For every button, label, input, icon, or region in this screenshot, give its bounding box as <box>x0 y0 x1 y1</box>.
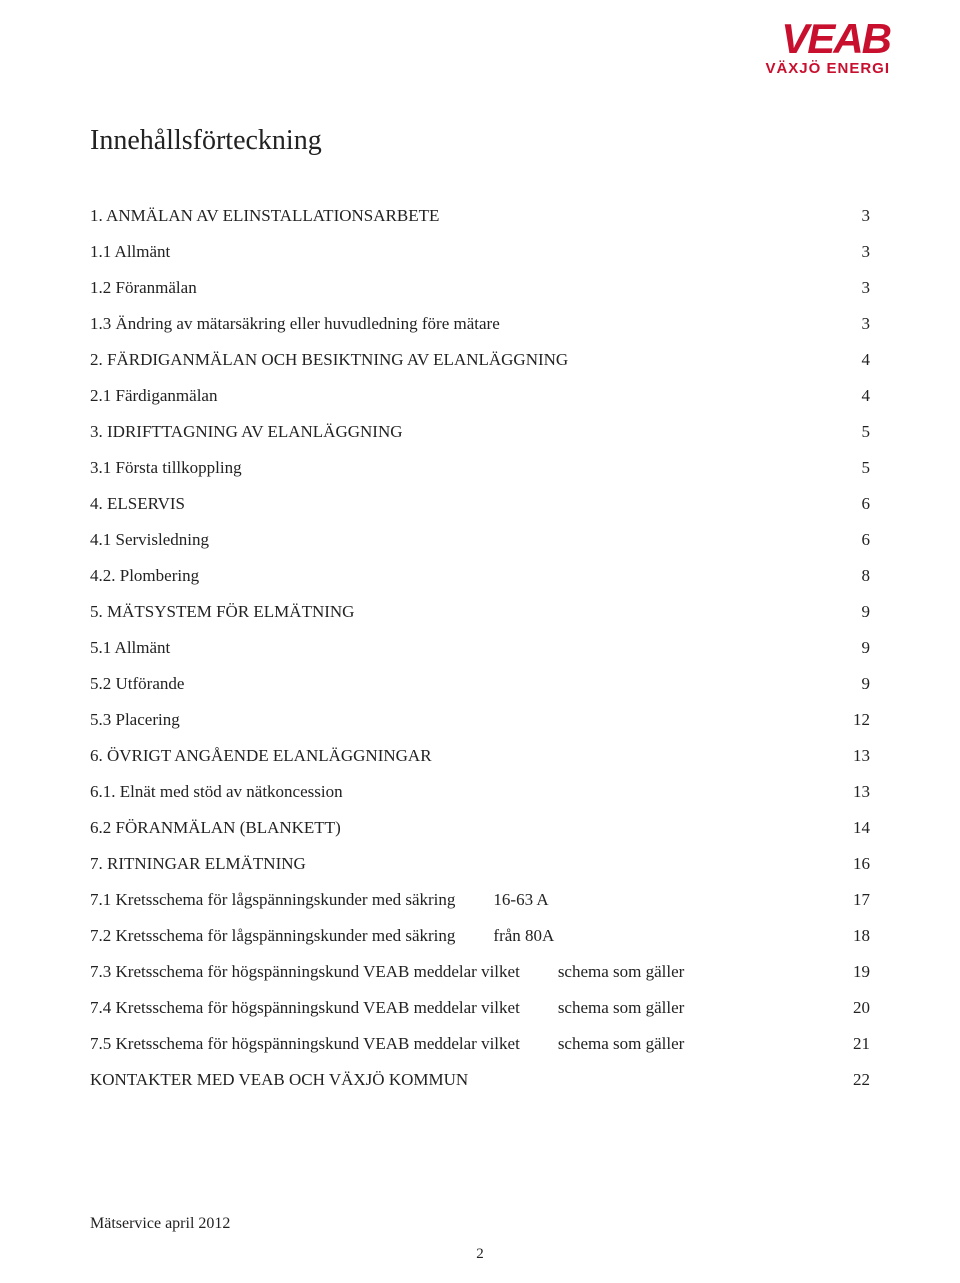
toc-page-number: 3 <box>842 243 870 260</box>
toc-page-number: 17 <box>842 891 870 908</box>
toc-row: 2. FÄRDIGANMÄLAN OCH BESIKTNING AV ELANL… <box>90 351 870 368</box>
toc-row: 5. MÄTSYSTEM FÖR ELMÄTNING 9 <box>90 603 870 620</box>
toc-page-number: 4 <box>842 351 870 368</box>
brand-logo: VEAB VÄXJÖ ENERGI <box>765 20 890 77</box>
toc-page-number: 13 <box>842 747 870 764</box>
toc-label: 3. IDRIFTTAGNING AV ELANLÄGGNING <box>90 423 403 440</box>
toc-label: 6.2 FÖRANMÄLAN (BLANKETT) <box>90 819 341 836</box>
toc-page-number: 5 <box>842 459 870 476</box>
toc-row: 2.1 Färdiganmälan 4 <box>90 387 870 404</box>
toc-row: 4.2. Plombering 8 <box>90 567 870 584</box>
toc-row: 7.5 Kretsschema för högspänningskund VEA… <box>90 1035 870 1052</box>
toc-label: 3.1 Första tillkoppling <box>90 459 242 476</box>
toc-label: 5.3 Placering <box>90 711 180 728</box>
toc-row: 3.1 Första tillkoppling 5 <box>90 459 870 476</box>
toc-middle: från 80A <box>485 927 554 944</box>
toc-label: 7. RITNINGAR ELMÄTNING <box>90 855 306 872</box>
toc-page-number: 21 <box>842 1035 870 1052</box>
toc-label: 4. ELSERVIS <box>90 495 185 512</box>
page-title: Innehållsförteckning <box>90 125 870 157</box>
toc-label: 7.3 Kretsschema för högspänningskund VEA… <box>90 963 520 980</box>
toc-row: 1.3 Ändring av mätarsäkring eller huvudl… <box>90 315 870 332</box>
toc-page-number: 14 <box>842 819 870 836</box>
toc-row: 7.1 Kretsschema för lågspänningskunder m… <box>90 891 870 908</box>
toc-row: 7.3 Kretsschema för högspänningskund VEA… <box>90 963 870 980</box>
table-of-contents: 1. ANMÄLAN AV ELINSTALLATIONSARBETE31.1 … <box>90 207 870 1088</box>
toc-row: 1.2 Föranmälan 3 <box>90 279 870 296</box>
toc-label: 2. FÄRDIGANMÄLAN OCH BESIKTNING AV ELANL… <box>90 351 568 368</box>
toc-row: 4. ELSERVIS 6 <box>90 495 870 512</box>
toc-page-number: 22 <box>842 1071 870 1088</box>
toc-middle: schema som gäller <box>550 1035 685 1052</box>
toc-page-number: 4 <box>842 387 870 404</box>
toc-label: 5.2 Utförande <box>90 675 184 692</box>
toc-page-number: 13 <box>842 783 870 800</box>
toc-page-number: 8 <box>842 567 870 584</box>
toc-label: 2.1 Färdiganmälan <box>90 387 217 404</box>
toc-label: 1.3 Ändring av mätarsäkring eller huvudl… <box>90 315 500 332</box>
toc-page-number: 19 <box>842 963 870 980</box>
toc-label: 1. ANMÄLAN AV ELINSTALLATIONSARBETE <box>90 207 439 224</box>
logo-main-text: VEAB <box>765 20 890 58</box>
toc-row: 4.1 Servisledning 6 <box>90 531 870 548</box>
toc-page-number: 16 <box>842 855 870 872</box>
toc-page-number: 20 <box>842 999 870 1016</box>
toc-label: 7.4 Kretsschema för högspänningskund VEA… <box>90 999 520 1016</box>
toc-page-number: 3 <box>842 279 870 296</box>
toc-label: 4.2. Plombering <box>90 567 199 584</box>
toc-label: 7.2 Kretsschema för lågspänningskunder m… <box>90 927 455 944</box>
toc-row: 6.1. Elnät med stöd av nätkoncession 13 <box>90 783 870 800</box>
toc-row: 7.2 Kretsschema för lågspänningskunder m… <box>90 927 870 944</box>
toc-row: KONTAKTER MED VEAB OCH VÄXJÖ KOMMUN 22 <box>90 1071 870 1088</box>
toc-label: KONTAKTER MED VEAB OCH VÄXJÖ KOMMUN <box>90 1071 468 1088</box>
toc-row: 5.3 Placering 12 <box>90 711 870 728</box>
toc-label: 1.1 Allmänt <box>90 243 170 260</box>
toc-row: 5.2 Utförande 9 <box>90 675 870 692</box>
toc-page-number: 12 <box>842 711 870 728</box>
toc-middle: 16-63 A <box>485 891 548 908</box>
logo-sub-text: VÄXJÖ ENERGI <box>765 60 890 77</box>
toc-row: 6.2 FÖRANMÄLAN (BLANKETT) 14 <box>90 819 870 836</box>
toc-row: 1. ANMÄLAN AV ELINSTALLATIONSARBETE 3 <box>90 207 870 224</box>
toc-page-number: 9 <box>842 675 870 692</box>
toc-row: 3. IDRIFTTAGNING AV ELANLÄGGNING 5 <box>90 423 870 440</box>
toc-label: 1.2 Föranmälan <box>90 279 197 296</box>
toc-label: 6.1. Elnät med stöd av nätkoncession <box>90 783 343 800</box>
toc-page-number: 9 <box>842 639 870 656</box>
toc-label: 7.5 Kretsschema för högspänningskund VEA… <box>90 1035 520 1052</box>
toc-row: 6. ÖVRIGT ANGÅENDE ELANLÄGGNINGAR 13 <box>90 747 870 764</box>
toc-page-number: 3 <box>842 315 870 332</box>
toc-label: 4.1 Servisledning <box>90 531 209 548</box>
toc-row: 1.1 Allmänt 3 <box>90 243 870 260</box>
toc-middle: schema som gäller <box>550 963 685 980</box>
toc-row: 7. RITNINGAR ELMÄTNING 16 <box>90 855 870 872</box>
toc-page-number: 5 <box>842 423 870 440</box>
toc-label: 5.1 Allmänt <box>90 639 170 656</box>
toc-page-number: 6 <box>842 495 870 512</box>
document-page: VEAB VÄXJÖ ENERGI Innehållsförteckning 1… <box>0 0 960 1283</box>
toc-row: 5.1 Allmänt 9 <box>90 639 870 656</box>
toc-page-number: 18 <box>842 927 870 944</box>
toc-label: 6. ÖVRIGT ANGÅENDE ELANLÄGGNINGAR <box>90 747 432 764</box>
toc-label: 7.1 Kretsschema för lågspänningskunder m… <box>90 891 455 908</box>
toc-middle: schema som gäller <box>550 999 685 1016</box>
toc-row: 7.4 Kretsschema för högspänningskund VEA… <box>90 999 870 1016</box>
toc-page-number: 9 <box>842 603 870 620</box>
page-number: 2 <box>0 1246 960 1263</box>
toc-page-number: 3 <box>842 207 870 224</box>
footer-text: Mätservice april 2012 <box>90 1215 870 1233</box>
toc-page-number: 6 <box>842 531 870 548</box>
toc-label: 5. MÄTSYSTEM FÖR ELMÄTNING <box>90 603 354 620</box>
